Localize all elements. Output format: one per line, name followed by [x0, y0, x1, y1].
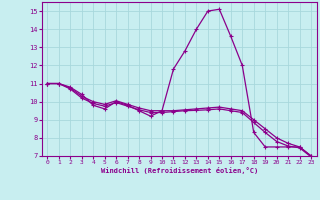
X-axis label: Windchill (Refroidissement éolien,°C): Windchill (Refroidissement éolien,°C) [100, 167, 258, 174]
